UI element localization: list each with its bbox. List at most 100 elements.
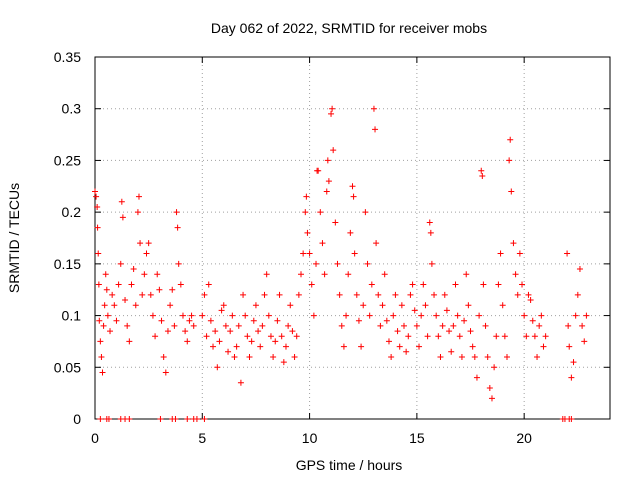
data-point [568,416,575,422]
y-tick-label: 0.35 [54,49,81,65]
data-point [345,271,352,278]
data-point [218,307,225,314]
data-point [324,157,331,164]
data-point [162,369,169,376]
data-point [184,338,191,345]
data-point [152,333,159,340]
data-point [171,322,178,329]
data-point [259,322,266,329]
data-point [422,302,429,309]
data-point [102,271,109,278]
data-point [139,291,146,298]
data-point [242,312,249,319]
data-points [92,105,590,422]
data-point [448,348,455,355]
data-point [495,281,502,288]
data-point [261,291,268,298]
y-tick-label: 0.2 [62,204,82,220]
data-point [506,157,513,164]
data-point [94,224,101,231]
data-point [101,302,108,309]
data-point [130,266,137,273]
data-point [476,312,483,319]
data-point [332,219,339,226]
data-point [427,229,434,236]
data-point [274,317,281,324]
data-point [338,322,345,329]
data-point [263,271,270,278]
data-point [424,333,431,340]
data-point [186,317,193,324]
data-point [507,136,514,143]
data-point [172,416,179,422]
data-point [98,353,105,360]
data-point [441,291,448,298]
data-point [113,317,120,324]
data-point [581,338,588,345]
data-point [169,286,176,293]
data-point [257,343,264,350]
data-point [370,105,377,112]
data-point [471,353,478,360]
data-point [510,240,517,247]
data-point [458,353,465,360]
data-point [154,271,161,278]
data-point [313,260,320,267]
data-point [291,353,298,360]
data-point [396,343,403,350]
data-point [583,312,590,319]
data-point [134,209,141,216]
data-point [96,317,103,324]
data-point [210,343,217,350]
data-point [381,271,388,278]
data-point [565,322,572,329]
data-point [478,167,485,174]
data-point [443,307,450,314]
data-point [336,291,343,298]
data-point [282,343,289,350]
data-point [126,416,133,422]
grid-lines [95,57,610,419]
data-point [428,260,435,267]
data-point [115,281,122,288]
data-point [212,328,219,335]
y-axis: 0 0.05 0.1 0.15 0.2 0.25 0.3 0.35 [54,49,610,427]
data-point [109,291,116,298]
data-point [190,322,197,329]
data-point [111,302,118,309]
data-point [248,338,255,345]
data-point [216,338,223,345]
data-point [426,219,433,226]
data-point [484,353,491,360]
data-point [538,312,545,319]
data-point [439,322,446,329]
data-point [452,281,459,288]
data-point [300,250,307,257]
data-point [334,260,341,267]
data-point [222,322,229,329]
data-point [118,198,125,205]
data-point [347,229,354,236]
data-point [302,209,309,216]
data-point [479,172,486,179]
data-point [576,266,583,273]
y-tick-label: 0.1 [62,308,82,324]
x-tick-label: 15 [409,430,425,446]
data-point [392,291,399,298]
data-point [231,353,238,360]
data-point [536,322,543,329]
data-point [394,328,401,335]
x-axis: 0 5 10 15 20 [91,57,532,446]
data-point [270,353,277,360]
data-point [431,291,438,298]
data-point [104,312,111,319]
data-point [164,328,171,335]
data-point [298,271,304,278]
data-point [343,312,350,319]
data-point [128,281,135,288]
data-point [143,250,150,257]
data-point [321,271,328,278]
data-point [486,384,493,391]
data-point [368,281,375,288]
data-point [564,250,571,257]
